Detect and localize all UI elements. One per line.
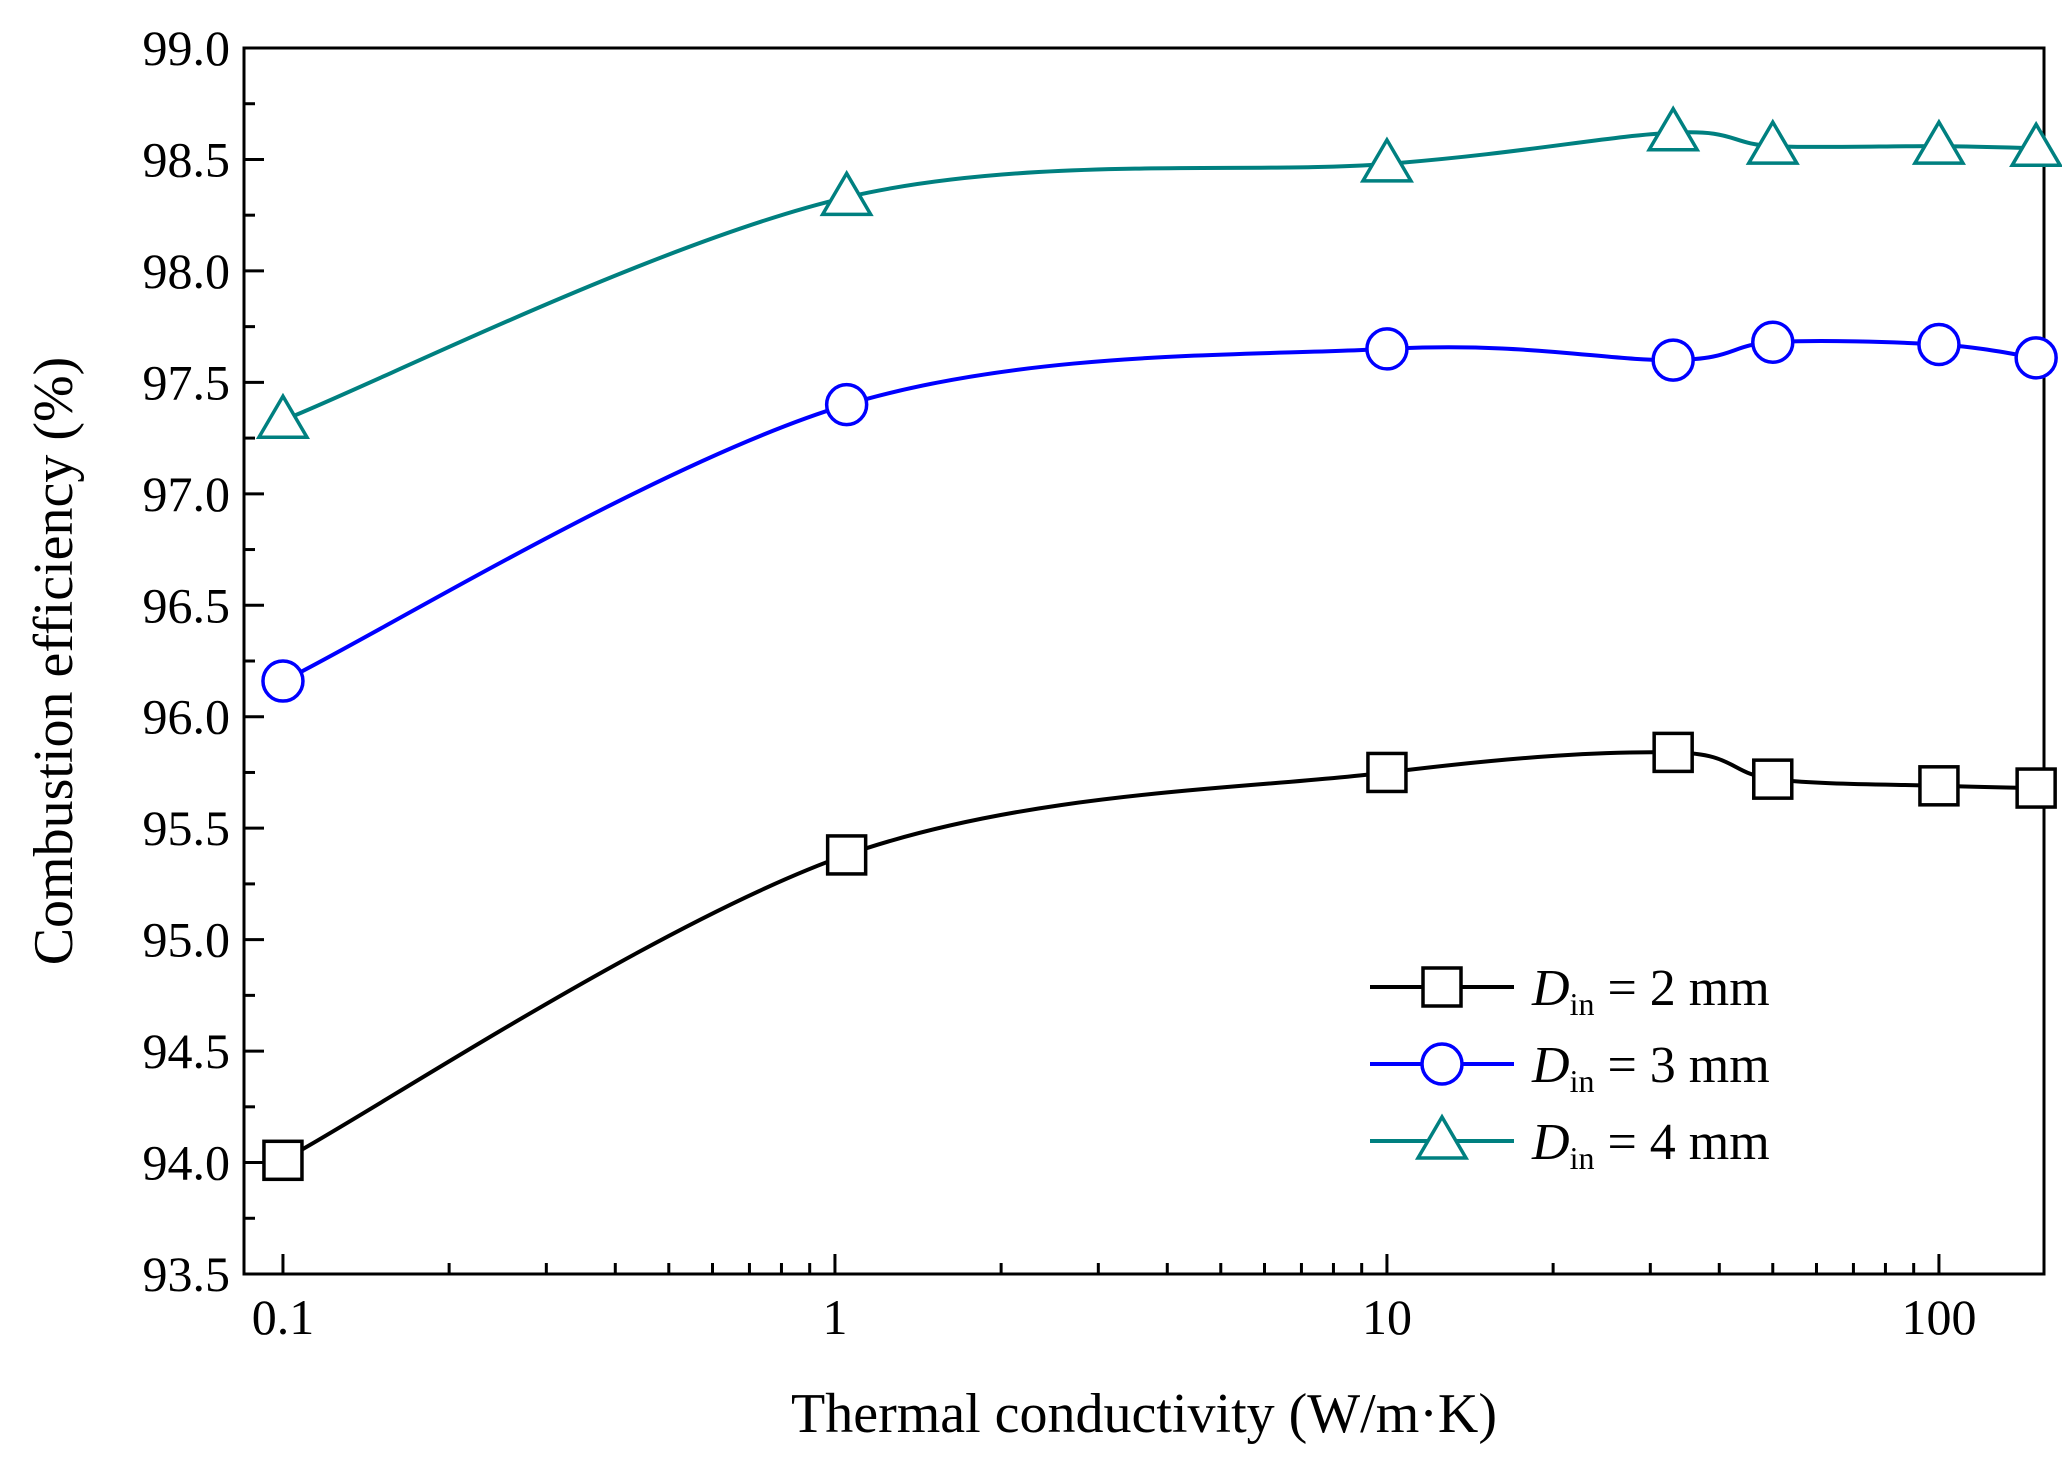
data-point-triangle	[1414, 1113, 1470, 1160]
x-tick-label: 0.1	[252, 1289, 315, 1345]
data-point-circle	[1420, 1042, 1464, 1086]
data-point-square	[262, 1139, 304, 1182]
y-tick-label: 95.5	[143, 800, 231, 856]
y-axis-label: Combustion efficiency (%)	[23, 357, 85, 966]
y-tick-label: 97.0	[143, 466, 231, 522]
plot-area	[242, 46, 2046, 1276]
data-point-square	[1421, 966, 1463, 1008]
y-tick-label: 99.0	[143, 20, 231, 76]
series-2	[261, 320, 2058, 703]
y-tick-label: 98.0	[143, 243, 231, 299]
data-point-circle	[1651, 338, 1695, 382]
legend-label: Din = 4 mm	[1531, 1114, 1770, 1176]
data-point-triangle	[1745, 118, 1800, 165]
data-point-square	[1918, 765, 1960, 807]
y-tick-label: 94.5	[143, 1023, 231, 1079]
y-tick-label: 94.0	[143, 1135, 231, 1191]
x-tick-label: 1	[822, 1289, 847, 1345]
data-point-circle	[1751, 320, 1795, 364]
y-tick-label: 95.0	[143, 912, 231, 968]
y-tick-label: 98.5	[143, 131, 231, 187]
data-point-triangle	[819, 169, 874, 217]
data-point-square	[1752, 758, 1794, 800]
y-axis-ticks: 93.5 94.0 94.5 95.0 95.5 96.0 96.5 97.0 97.5 98.0…	[143, 20, 264, 1302]
data-point-circle	[2014, 336, 2058, 380]
data-point-triangle	[1911, 118, 1966, 165]
legend-item: Din = 4 mm	[1370, 1113, 1770, 1176]
data-point-triangle	[1359, 136, 1414, 183]
series-layer	[255, 105, 2062, 1182]
series-line	[282, 750, 2037, 1163]
data-point-square	[1366, 751, 1408, 794]
data-point-circle	[261, 659, 305, 703]
data-point-circle	[1917, 322, 1961, 367]
data-point-circle	[1365, 327, 1409, 371]
data-point-square	[825, 834, 868, 876]
y-tick-label: 96.5	[143, 577, 231, 633]
data-point-square	[2015, 767, 2057, 809]
y-tick-label: 97.5	[143, 354, 231, 410]
legend: Din = 2 mm Din = 3 mm Din = 4 mm	[1370, 960, 1770, 1176]
legend-item: Din = 2 mm	[1370, 960, 1770, 1022]
y-tick-label: 96.0	[143, 689, 231, 745]
x-axis-ticks: 0.1 1 10 100	[252, 1254, 1976, 1345]
series-1	[262, 731, 2057, 1182]
data-point-triangle	[255, 392, 311, 440]
x-tick-label: 10	[1362, 1289, 1412, 1345]
data-point-triangle	[1646, 105, 1701, 152]
y-tick-label: 93.5	[143, 1246, 231, 1302]
data-point-square	[1652, 731, 1694, 774]
series-line	[282, 339, 2037, 683]
x-tick-label: 100	[1901, 1289, 1976, 1345]
x-axis-label: Thermal conductivity (W/m·K)	[791, 1383, 1497, 1445]
legend-item: Din = 3 mm	[1370, 1037, 1770, 1099]
data-point-triangle	[2009, 120, 2062, 168]
series-line	[282, 130, 2037, 423]
legend-label: Din = 3 mm	[1531, 1037, 1770, 1099]
data-point-circle	[824, 382, 869, 427]
legend-label: Din = 2 mm	[1531, 960, 1770, 1022]
series-3	[255, 105, 2062, 440]
